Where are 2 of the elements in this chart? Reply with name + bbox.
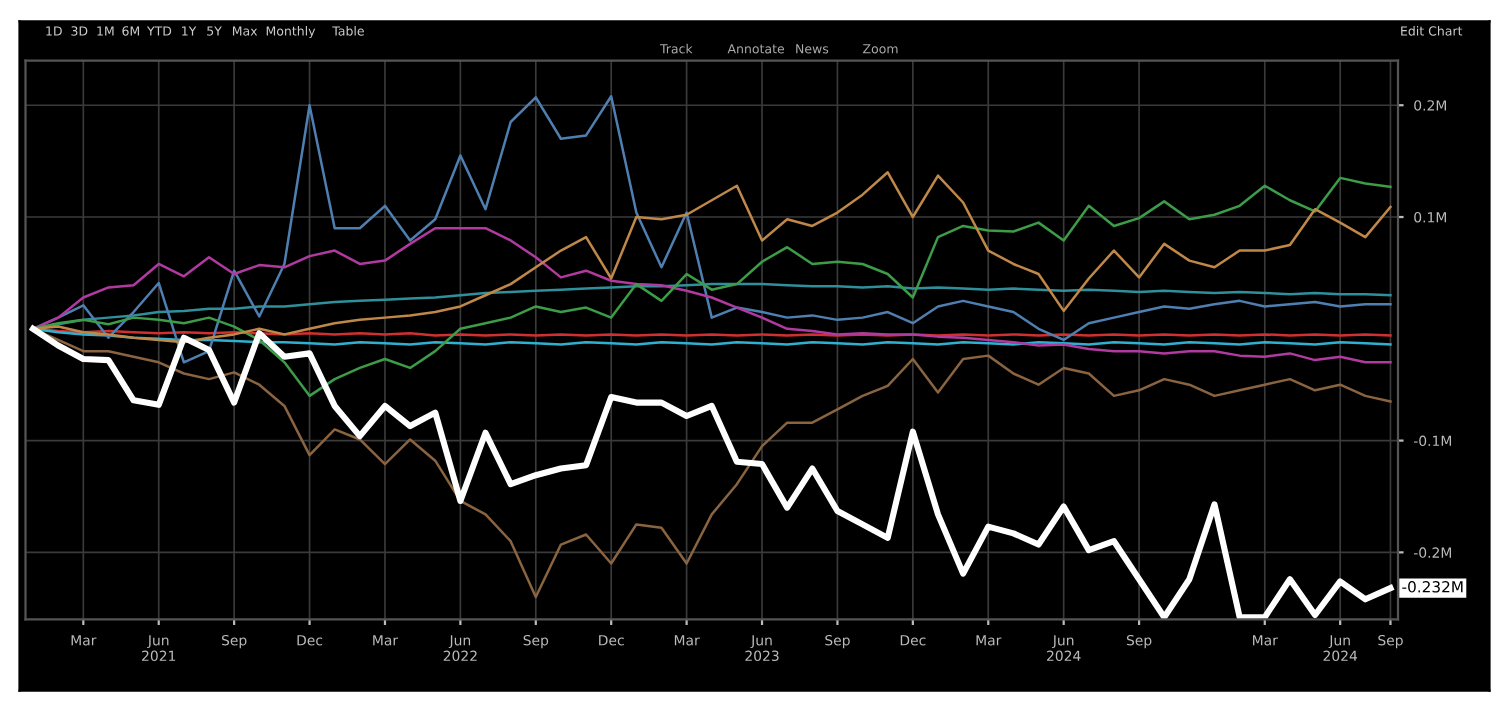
line-series [31, 226, 1392, 364]
line-series [31, 171, 1392, 344]
